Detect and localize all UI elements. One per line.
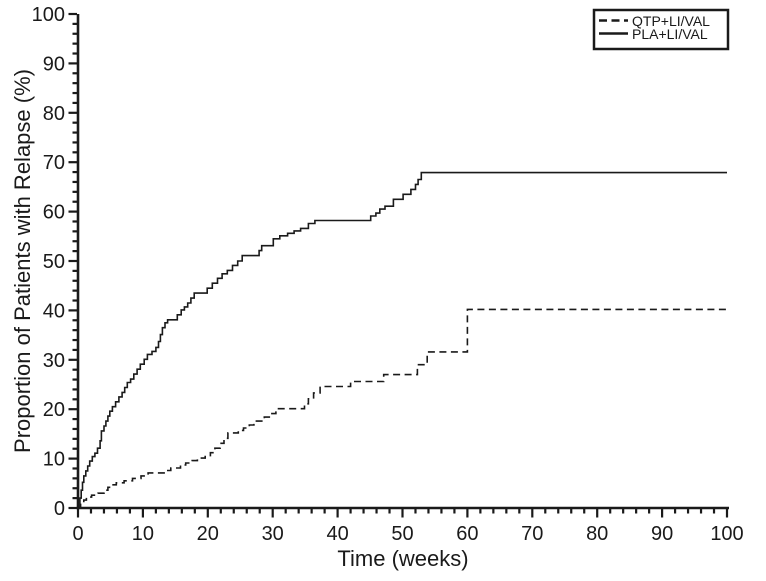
y-tick-label: 80	[43, 103, 65, 125]
x-tick-label: 100	[710, 523, 743, 545]
axes: 0 10 20 30 40 50 60 70 80 90 100 0 10 20 30 40 50 60 70 80 9…	[32, 4, 744, 545]
y-tick-label: 90	[43, 53, 65, 75]
y-tick-label: 30	[43, 350, 65, 372]
curve-qtp-li-val	[78, 308, 727, 509]
legend-entry-label: PLA+LI/VAL	[632, 26, 708, 42]
y-tick-label: 20	[43, 399, 65, 421]
legend-frame	[592, 8, 730, 51]
x-tick-label: 20	[197, 523, 219, 545]
curve-pla-li-val	[78, 171, 727, 509]
y-tick-label: 40	[43, 300, 65, 322]
x-tick-label: 0	[72, 523, 83, 545]
y-tick-label: 70	[43, 152, 65, 174]
survival-curves	[78, 171, 727, 509]
x-tick-label: 10	[132, 523, 154, 545]
y-tick-label: 60	[43, 202, 65, 224]
x-tick-label: 70	[521, 523, 543, 545]
y-tick-label: 10	[43, 449, 65, 471]
x-tick-label: 60	[456, 523, 478, 545]
y-tick-label: 0	[54, 498, 65, 520]
x-tick-label: 30	[262, 523, 284, 545]
x-tick-label: 40	[326, 523, 348, 545]
y-axis-title: Proportion of Patients with Relapse (%)	[10, 69, 35, 453]
y-tick-label: 100	[32, 4, 65, 26]
legend-entry-label: QTP+LI/VAL	[632, 13, 710, 29]
x-tick-label: 90	[651, 523, 673, 545]
y-tick-label: 50	[43, 251, 65, 273]
x-axis-title: Time (weeks)	[337, 546, 468, 571]
x-tick-label: 50	[391, 523, 413, 545]
x-tick-label: 80	[586, 523, 608, 545]
